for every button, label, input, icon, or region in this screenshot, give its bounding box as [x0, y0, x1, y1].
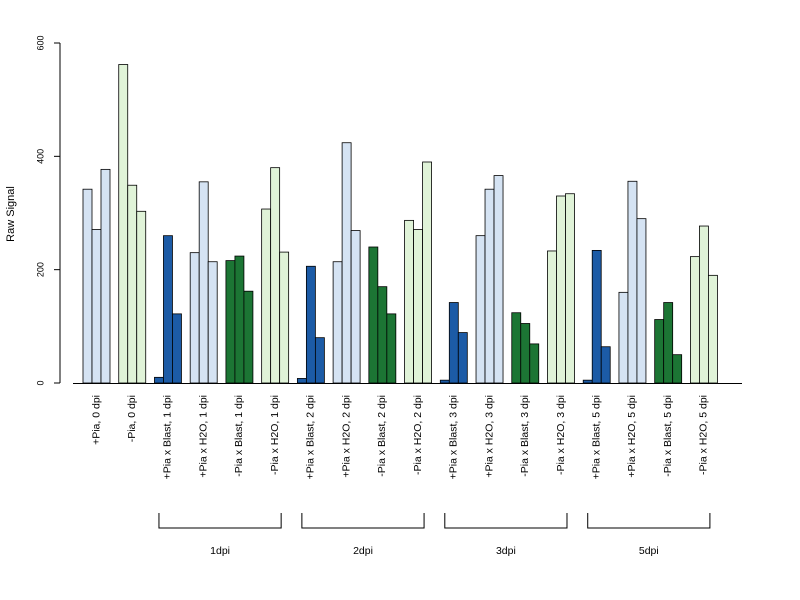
- x-tick-label: +Pia x H2O, 5 dpi: [626, 395, 638, 478]
- bars-layer: [82, 64, 718, 384]
- x-tick-label: -Pia x H2O, 1 dpi: [269, 395, 281, 475]
- bar: [422, 161, 432, 384]
- bar: [448, 302, 459, 384]
- bar: [341, 142, 352, 384]
- bar: [475, 235, 486, 384]
- group-bracket: [587, 513, 711, 529]
- bar: [654, 319, 665, 384]
- group-brackets: 1dpi 2dpi 3dpi 5dpi: [158, 513, 711, 557]
- x-tick-label: +Pia x Blast, 1 dpi: [162, 395, 174, 479]
- bar: [314, 337, 325, 384]
- bar: [270, 167, 281, 384]
- category-labels: +Pia, 0 dpi -Pia, 0 dpi +Pia x Blast, 1 dp…: [90, 395, 709, 479]
- y-tick-label: 600: [35, 35, 45, 50]
- bar: [618, 291, 629, 384]
- bar: [386, 313, 397, 384]
- x-tick-label: +Pia, 0 dpi: [90, 395, 102, 445]
- x-tick-label: -Pia, 0 dpi: [126, 395, 138, 442]
- bar: [699, 225, 709, 384]
- bar: [413, 229, 423, 384]
- x-tick-label: -Pia x Blast, 2 dpi: [376, 395, 388, 477]
- group-label: 3dpi: [496, 545, 516, 557]
- bar: [511, 312, 522, 384]
- bar: [663, 302, 674, 384]
- bar: [127, 184, 138, 384]
- y-axis: 0 200 400 600: [35, 35, 61, 386]
- x-tick-label: +Pia x H2O, 2 dpi: [340, 395, 352, 478]
- bar: [457, 332, 468, 384]
- bar: [582, 379, 593, 384]
- bar: [627, 180, 638, 384]
- bar: [565, 193, 575, 384]
- group-bracket: [158, 513, 282, 529]
- x-tick-label: -Pia x H2O, 5 dpi: [698, 395, 710, 475]
- bar: [332, 261, 343, 384]
- bar: [690, 256, 700, 384]
- bar: [234, 255, 245, 384]
- y-axis-title: Raw Signal: [5, 186, 17, 242]
- bar: [261, 208, 272, 384]
- bar: [91, 229, 102, 384]
- bar: [136, 210, 147, 384]
- bar: [296, 378, 307, 384]
- x-tick-label: +Pia x H2O, 3 dpi: [483, 395, 495, 478]
- bar: [493, 175, 504, 384]
- bar: [439, 379, 450, 384]
- bar: [708, 274, 718, 384]
- y-tick-label: 0: [35, 380, 45, 385]
- bar: [163, 235, 173, 384]
- bar: [198, 181, 209, 384]
- group-label: 2dpi: [353, 545, 373, 557]
- group-label: 1dpi: [210, 545, 230, 557]
- bar: [547, 250, 557, 384]
- group-bracket: [301, 513, 425, 529]
- bar: [404, 219, 414, 384]
- bar: [672, 354, 683, 384]
- bar: [636, 218, 647, 384]
- bar: [100, 168, 111, 384]
- x-tick-label: +Pia x H2O, 1 dpi: [197, 395, 209, 478]
- bar: [350, 230, 361, 384]
- bar: [368, 246, 379, 384]
- bar: [225, 260, 236, 384]
- bar: [279, 251, 290, 384]
- bar: [189, 252, 200, 384]
- bar: [377, 286, 388, 384]
- x-tick-label: -Pia x Blast, 5 dpi: [662, 395, 674, 477]
- bar: [600, 346, 611, 384]
- bar: [520, 323, 531, 384]
- y-tick-label: 400: [35, 149, 45, 164]
- x-tick-label: -Pia x H2O, 2 dpi: [412, 395, 424, 475]
- x-tick-label: -Pia x Blast, 3 dpi: [519, 395, 531, 477]
- group-label: 5dpi: [639, 545, 659, 557]
- bar: [529, 343, 540, 384]
- bar: [243, 290, 254, 384]
- x-tick-label: +Pia x Blast, 2 dpi: [305, 395, 317, 479]
- x-tick-label: -Pia x Blast, 1 dpi: [233, 395, 245, 477]
- bar: [484, 188, 495, 384]
- bar: [154, 376, 164, 384]
- x-tick-label: -Pia x H2O, 3 dpi: [555, 395, 567, 475]
- x-tick-label: +Pia x Blast, 5 dpi: [591, 395, 603, 479]
- bar: [207, 261, 218, 384]
- bar: [591, 249, 602, 384]
- x-tick-label: +Pia x Blast, 3 dpi: [448, 395, 460, 479]
- group-bracket: [444, 513, 568, 529]
- bar: [118, 64, 129, 384]
- bar: [305, 265, 316, 384]
- bar: [172, 313, 182, 384]
- bar: [82, 188, 93, 384]
- bar: [556, 195, 566, 384]
- y-tick-label: 200: [35, 262, 45, 277]
